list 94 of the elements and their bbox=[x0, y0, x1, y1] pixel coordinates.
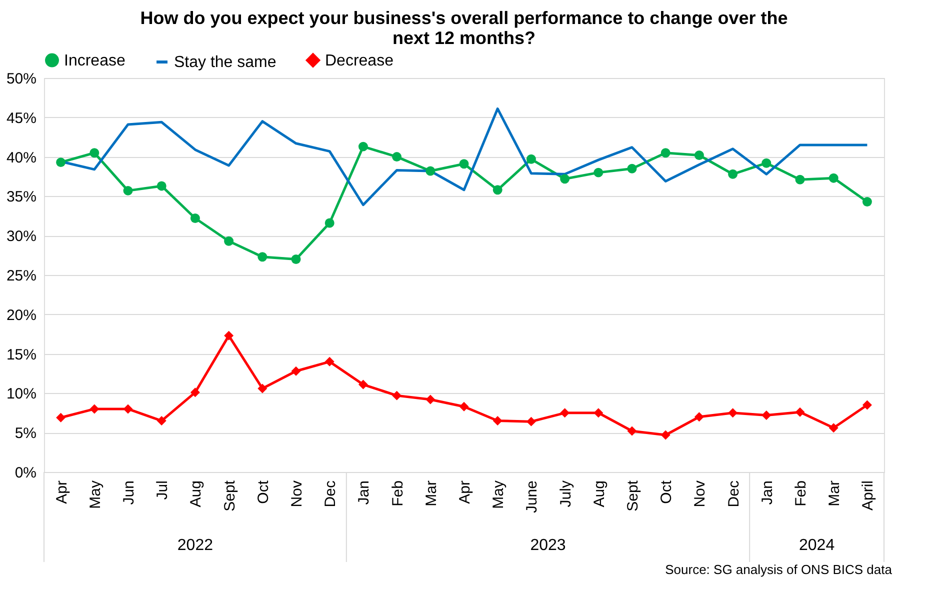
x-tick-label: Mar bbox=[422, 480, 440, 506]
x-tick-label: Mar bbox=[826, 480, 844, 506]
legend-label: Increase bbox=[64, 52, 126, 70]
y-tick-label: 45% bbox=[6, 110, 36, 127]
point bbox=[258, 384, 268, 394]
point bbox=[694, 412, 704, 422]
point bbox=[526, 416, 536, 426]
x-tick-label: Oct bbox=[254, 480, 272, 504]
y-tick-label: 5% bbox=[14, 425, 36, 442]
point bbox=[324, 356, 334, 366]
point bbox=[224, 236, 234, 246]
x-tick-label: Jan bbox=[356, 480, 373, 505]
point bbox=[358, 142, 368, 152]
point bbox=[728, 169, 738, 179]
point bbox=[627, 164, 637, 174]
x-tick-label: Oct bbox=[658, 480, 676, 504]
text: 2024 bbox=[799, 537, 835, 554]
x-tick-label: Nov bbox=[288, 480, 306, 508]
y-tick-label: 35% bbox=[6, 188, 36, 206]
point bbox=[594, 408, 604, 418]
point bbox=[459, 402, 469, 412]
source-note: Source: SG analysis of ONS BICS data bbox=[665, 562, 893, 577]
point bbox=[762, 410, 772, 420]
point bbox=[492, 416, 502, 426]
x-tick-label: Jan bbox=[758, 480, 776, 505]
point bbox=[324, 218, 334, 228]
y-tick-label: 30% bbox=[6, 228, 36, 246]
point bbox=[426, 394, 436, 404]
x-tick-label: Dec bbox=[322, 480, 340, 508]
x-tick-label: June bbox=[524, 480, 541, 514]
point bbox=[862, 196, 872, 206]
point bbox=[762, 158, 772, 168]
x-tick-label: April bbox=[860, 480, 877, 511]
x-tick-label: May bbox=[490, 480, 508, 509]
point bbox=[828, 173, 838, 183]
x-tick-label: Aug bbox=[188, 480, 205, 508]
point bbox=[190, 214, 200, 223]
point bbox=[594, 168, 604, 178]
point bbox=[526, 154, 536, 164]
point bbox=[258, 252, 268, 262]
point bbox=[291, 366, 301, 376]
point bbox=[90, 148, 100, 158]
y-tick-label: 50% bbox=[6, 70, 36, 88]
point bbox=[560, 174, 570, 184]
x-tick-label: Jul bbox=[154, 480, 172, 500]
point bbox=[291, 254, 301, 264]
point bbox=[627, 426, 637, 436]
point bbox=[492, 185, 502, 195]
x-tick-label: Feb bbox=[792, 480, 810, 506]
point bbox=[828, 423, 838, 433]
legend-label: Stay the same bbox=[174, 54, 276, 71]
point bbox=[190, 388, 200, 398]
point bbox=[660, 148, 670, 158]
point bbox=[56, 158, 66, 168]
x-tick-label: Dec bbox=[725, 480, 742, 508]
y-tick-label: 25% bbox=[6, 268, 36, 284]
y-tick-label: 10% bbox=[6, 386, 36, 403]
point bbox=[660, 430, 670, 440]
point bbox=[795, 407, 805, 417]
point bbox=[862, 400, 872, 410]
y-tick-label: 20% bbox=[6, 306, 36, 324]
x-tick-label: Apr bbox=[53, 480, 70, 504]
x-tick-label: Jun bbox=[120, 480, 138, 505]
x-tick-label: Aug bbox=[590, 480, 608, 508]
point bbox=[694, 150, 704, 160]
point bbox=[156, 181, 166, 191]
y-tick-label: 15% bbox=[6, 346, 36, 364]
point bbox=[224, 330, 234, 340]
x-tick-label: Nov bbox=[692, 480, 709, 508]
point bbox=[795, 174, 805, 184]
chart-title: How do you expect your business's overall performance to change over the next 12 months? bbox=[140, 8, 788, 48]
point bbox=[56, 412, 66, 422]
x-tick-label: July bbox=[557, 480, 574, 508]
x-tick-label: May bbox=[86, 480, 104, 509]
point bbox=[156, 416, 166, 426]
y-tick-label: 40% bbox=[6, 149, 36, 166]
x-tick-label: Apr bbox=[456, 480, 474, 504]
x-tick-label: Sept bbox=[624, 480, 642, 512]
text: 2023 bbox=[530, 537, 566, 554]
x-tick-label: Sept bbox=[221, 480, 238, 512]
point bbox=[459, 159, 469, 169]
point bbox=[392, 390, 402, 400]
point bbox=[560, 408, 570, 418]
x-tick-label: Feb bbox=[389, 480, 406, 506]
text: 2022 bbox=[177, 537, 214, 554]
point bbox=[90, 404, 100, 414]
point bbox=[426, 166, 436, 176]
point bbox=[123, 404, 133, 414]
point bbox=[392, 152, 402, 162]
point bbox=[728, 408, 738, 418]
point bbox=[358, 380, 368, 390]
legend-label: Decrease bbox=[325, 52, 394, 70]
point bbox=[123, 186, 133, 196]
y-tick-label: 0% bbox=[14, 464, 36, 482]
